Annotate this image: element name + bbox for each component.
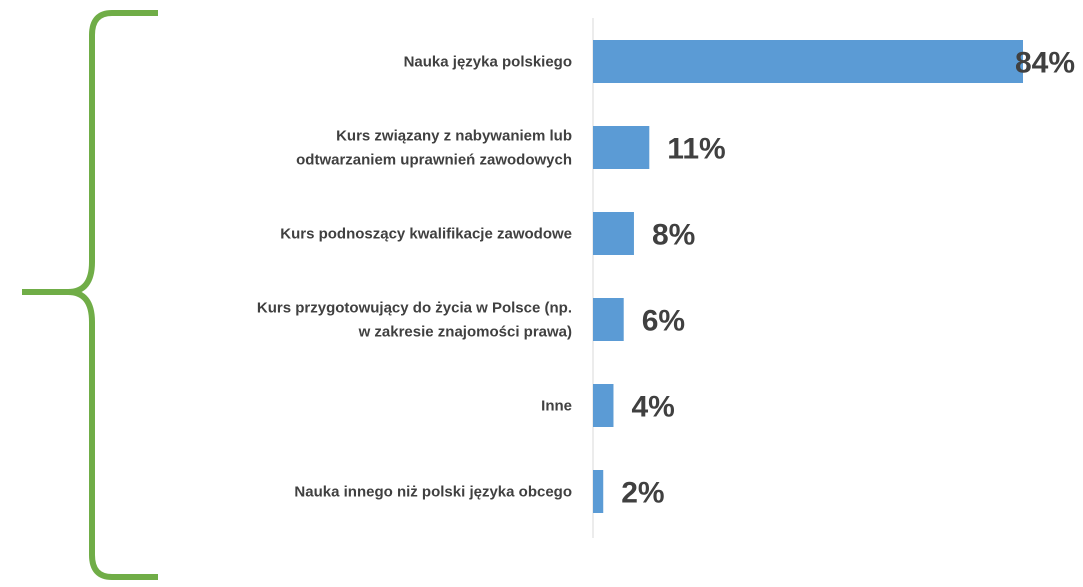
bar	[593, 298, 624, 341]
bars-layer: Nauka języka polskiego 84% Kurs związany z…	[257, 40, 1075, 513]
bar	[593, 384, 614, 427]
category-label-line: Kurs podnoszący kwalifikacje zawodowe	[280, 226, 572, 243]
category-label-line: w zakresie znajomości prawa)	[358, 324, 572, 341]
value-label: 6%	[642, 305, 685, 338]
category-label-line: odtwarzaniem uprawnień zawodowych	[296, 152, 572, 169]
category-label: Inne	[541, 398, 572, 415]
category-label-line: Kurs przygotowujący do życia w Polsce (n…	[257, 300, 572, 317]
value-label: 11%	[667, 133, 725, 166]
category-label: Kurs przygotowujący do życia w Polsce (n…	[257, 300, 572, 341]
category-label-line: Nauka języka polskiego	[404, 54, 572, 71]
category-label-line: Kurs związany z nabywaniem lub	[336, 128, 572, 145]
bar	[593, 212, 634, 255]
category-label: Kurs związany z nabywaniem lub odtwarzani…	[296, 128, 572, 169]
bar	[593, 40, 1023, 83]
value-label: 4%	[631, 391, 674, 424]
category-label: Nauka innego niż polski języka obcego	[294, 484, 572, 501]
category-label: Kurs podnoszący kwalifikacje zawodowe	[280, 226, 572, 243]
value-label: 2%	[621, 477, 664, 510]
value-label: 8%	[652, 219, 695, 252]
bar	[593, 470, 604, 513]
category-label-line: Inne	[541, 398, 572, 415]
grouping-brace-icon	[22, 10, 158, 580]
category-label: Nauka języka polskiego	[404, 54, 572, 71]
category-label-line: Nauka innego niż polski języka obcego	[294, 484, 572, 501]
bar	[593, 126, 650, 169]
value-label: 84%	[1015, 47, 1075, 80]
